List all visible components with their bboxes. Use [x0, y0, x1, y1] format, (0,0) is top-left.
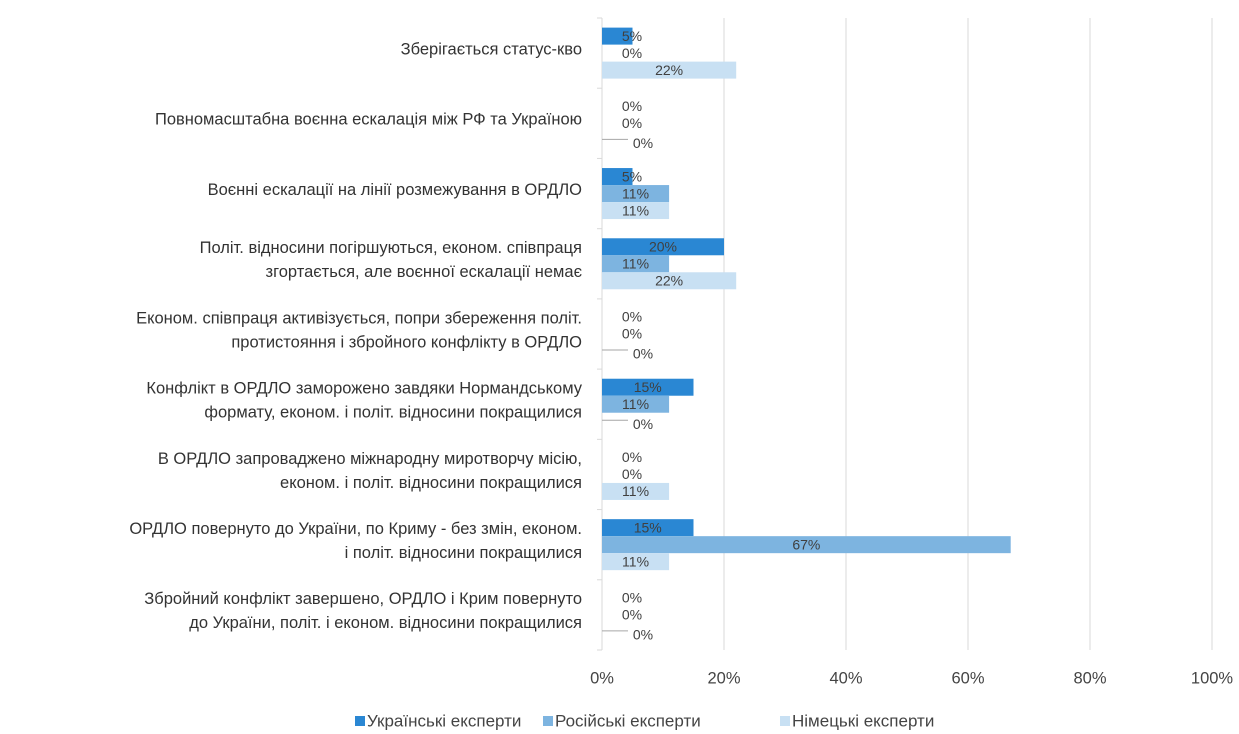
data-label: 11%	[622, 255, 649, 271]
category-label: В ОРДЛО запроваджено міжнародну миротвор…	[158, 450, 582, 468]
category-label: Конфлікт в ОРДЛО заморожено завдяки Норм…	[146, 380, 582, 398]
bar	[602, 255, 670, 273]
data-label: 0%	[622, 309, 642, 325]
bar	[602, 378, 694, 396]
legend-swatch	[543, 716, 553, 726]
bar	[602, 202, 670, 220]
data-label: 20%	[649, 238, 677, 254]
category-label: Зберігається статус-кво	[401, 40, 582, 58]
data-label: 0%	[622, 115, 642, 131]
data-label: 0%	[622, 45, 642, 61]
x-tick-label: 0%	[590, 669, 614, 687]
bar	[602, 272, 737, 290]
data-label: 0%	[622, 449, 642, 465]
data-label: 0%	[633, 416, 653, 432]
bar	[602, 238, 724, 256]
data-label: 11%	[622, 396, 649, 412]
x-tick-label: 100%	[1191, 669, 1234, 687]
data-label: 22%	[655, 62, 683, 78]
category-label: формату, економ. і політ. відносини покр…	[204, 404, 582, 422]
data-label: 5%	[622, 28, 642, 44]
data-label: 5%	[622, 168, 642, 184]
bar	[602, 61, 737, 79]
data-label: 11%	[622, 185, 649, 201]
category-label: Політ. відносини погіршуються, економ. с…	[200, 239, 582, 257]
bar	[602, 27, 633, 45]
bar	[602, 553, 670, 571]
legend-label: Російські експерти	[555, 711, 701, 730]
data-label: 0%	[633, 346, 653, 362]
bar	[602, 536, 1011, 554]
bar	[602, 482, 670, 500]
legend-swatch	[780, 716, 790, 726]
bar	[602, 185, 670, 203]
x-tick-label: 20%	[707, 669, 740, 687]
category-label: ОРДЛО повернуто до України, по Криму - б…	[129, 520, 582, 538]
x-tick-label: 40%	[829, 669, 862, 687]
bar	[602, 519, 694, 537]
bar	[602, 168, 633, 186]
data-label: 67%	[792, 536, 820, 552]
data-label: 0%	[622, 607, 642, 623]
data-label: 0%	[633, 627, 653, 643]
x-tick-label: 80%	[1073, 669, 1106, 687]
data-label: 15%	[634, 519, 662, 535]
legend-label: Українські експерти	[367, 711, 521, 730]
category-label: протистояння і збройного конфлікту в ОРД…	[231, 333, 582, 351]
category-label: згортається, але воєнної ескалації немає	[266, 263, 583, 281]
category-label: Повномасштабна воєнна ескалація між РФ т…	[155, 111, 582, 129]
data-label: 0%	[622, 590, 642, 606]
data-label: 0%	[622, 326, 642, 342]
data-label: 0%	[622, 98, 642, 114]
data-label: 22%	[655, 272, 683, 288]
data-label: 0%	[622, 466, 642, 482]
category-label: Збройний конфлікт завершено, ОРДЛО і Кри…	[144, 590, 582, 608]
data-label: 11%	[622, 483, 649, 499]
data-label: 11%	[622, 202, 649, 218]
category-label: і політ. відносини покращилися	[345, 544, 582, 562]
legend-swatch	[355, 716, 365, 726]
data-label: 11%	[622, 553, 649, 569]
category-label: до України, політ. і економ. відносини п…	[189, 614, 582, 632]
data-label: 0%	[633, 135, 653, 151]
bar	[602, 395, 670, 413]
x-tick-label: 60%	[951, 669, 984, 687]
category-label: економ. і політ. відносини покращилися	[280, 474, 582, 492]
category-label: Воєнні ескалації на лінії розмежування в…	[208, 181, 583, 199]
data-label: 15%	[634, 379, 662, 395]
category-label: Економ. співпраця активізується, попри з…	[136, 309, 582, 327]
legend-label: Німецькі експерти	[792, 711, 934, 730]
